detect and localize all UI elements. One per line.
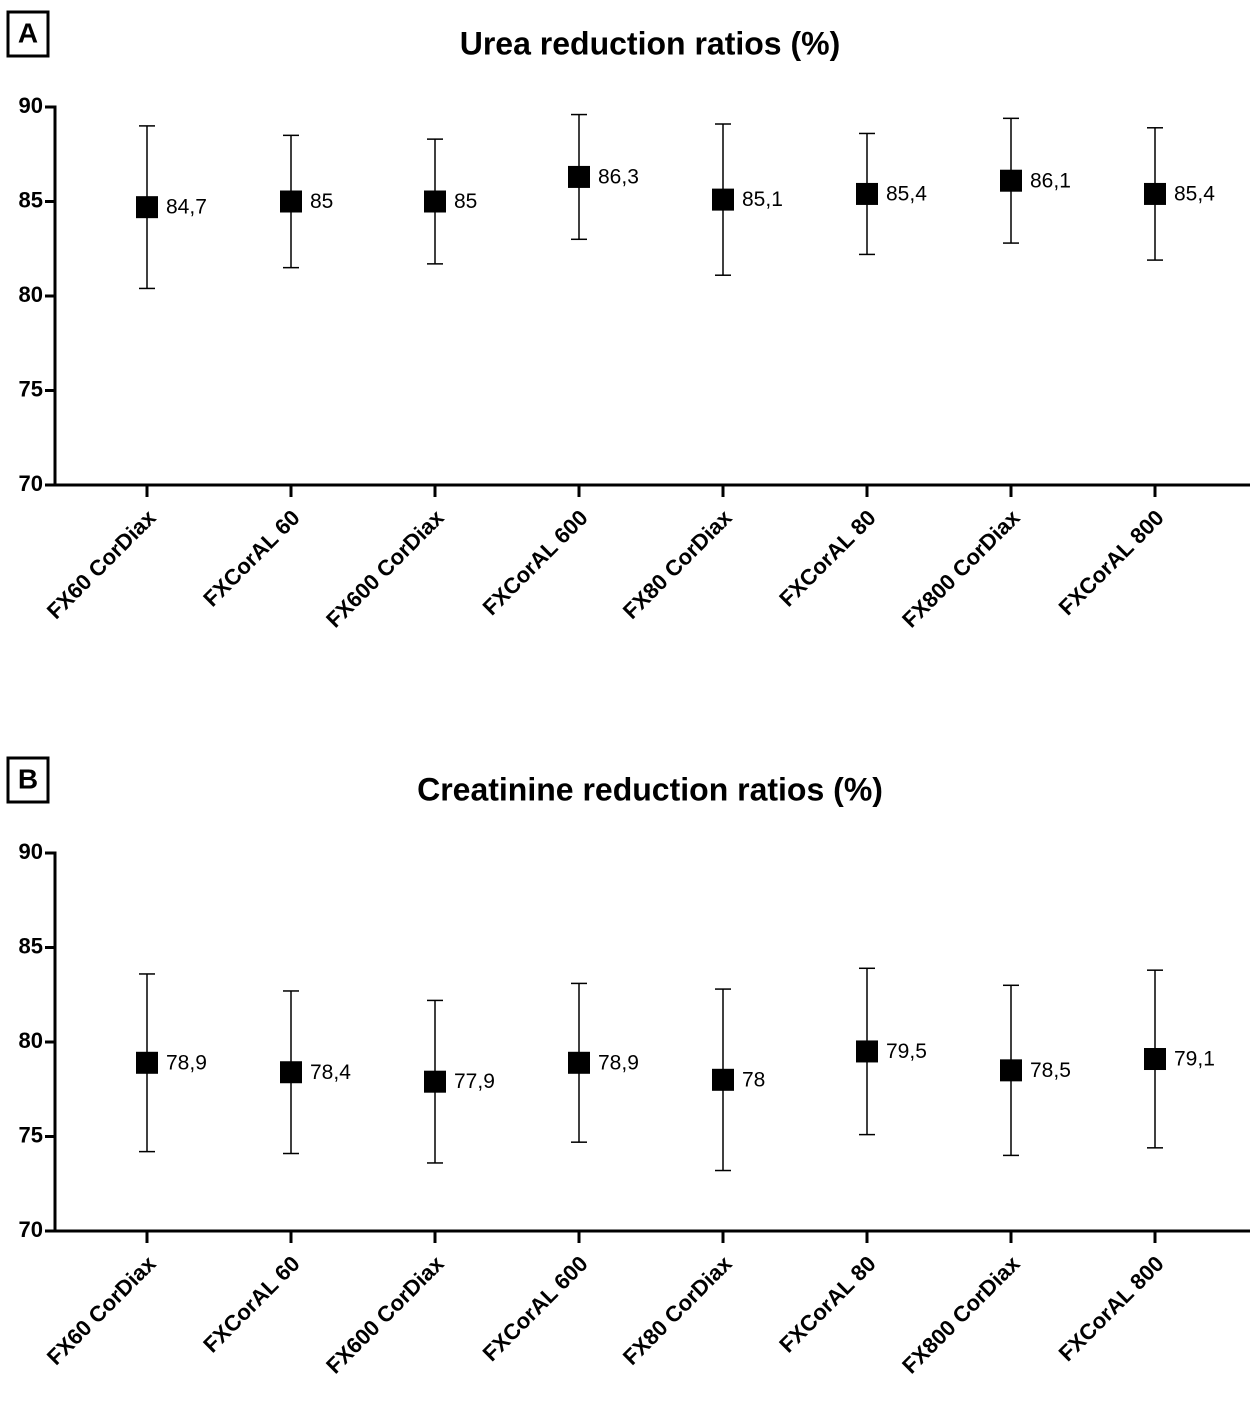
marker xyxy=(1000,169,1022,192)
y-tick-label: 70 xyxy=(19,471,43,496)
marker xyxy=(856,182,878,205)
x-tick-label: FXCorAL 600 xyxy=(478,1251,593,1366)
value-label: 78,9 xyxy=(166,1051,207,1074)
x-tick-label: FXCorAL 60 xyxy=(198,505,304,611)
x-tick-label: FX80 CorDiax xyxy=(618,1250,737,1369)
y-tick-label: 85 xyxy=(19,187,43,212)
value-label: 85 xyxy=(454,190,477,213)
value-label: 78 xyxy=(742,1068,765,1091)
panel-label: A xyxy=(18,17,38,48)
y-tick-label: 75 xyxy=(19,376,43,401)
y-tick-label: 90 xyxy=(19,93,43,118)
y-tick-label: 80 xyxy=(19,282,43,307)
x-tick-label: FXCorAL 800 xyxy=(1054,505,1169,620)
y-tick-label: 80 xyxy=(19,1028,43,1053)
x-tick-label: FXCorAL 800 xyxy=(1054,1251,1169,1366)
x-tick-label: FX60 CorDiax xyxy=(42,504,161,623)
value-label: 78,5 xyxy=(1030,1059,1071,1082)
marker xyxy=(712,1068,734,1091)
value-label: 85,4 xyxy=(886,182,927,205)
marker xyxy=(1144,182,1166,205)
x-tick-label: FXCorAL 80 xyxy=(774,1251,880,1357)
chart-title: Urea reduction ratios (%) xyxy=(460,25,841,61)
panel-label-box xyxy=(6,10,50,58)
marker xyxy=(280,190,302,213)
marker xyxy=(856,1040,878,1063)
x-tick-label: FXCorAL 80 xyxy=(774,505,880,611)
value-label: 85,4 xyxy=(1174,182,1215,205)
value-label: 79,1 xyxy=(1174,1048,1215,1071)
y-tick-label: 70 xyxy=(19,1217,43,1242)
value-label: 78,9 xyxy=(598,1051,639,1074)
value-label: 85 xyxy=(310,190,333,213)
y-tick-label: 90 xyxy=(19,839,43,864)
marker xyxy=(424,1070,446,1093)
marker xyxy=(1000,1059,1022,1082)
x-tick-label: FX600 CorDiax xyxy=(321,504,449,632)
x-tick-label: FXCorAL 600 xyxy=(478,505,593,620)
x-tick-label: FX80 CorDiax xyxy=(618,504,737,623)
marker xyxy=(568,165,590,188)
marker xyxy=(136,1051,158,1074)
y-tick-label: 75 xyxy=(19,1122,43,1147)
value-label: 84,7 xyxy=(166,196,207,219)
x-tick-label: FXCorAL 60 xyxy=(198,1251,304,1357)
panel-label: B xyxy=(18,763,38,794)
marker xyxy=(136,196,158,219)
x-tick-label: FX800 CorDiax xyxy=(897,504,1025,632)
marker xyxy=(424,190,446,213)
value-label: 86,1 xyxy=(1030,169,1071,192)
y-tick-label: 85 xyxy=(19,933,43,958)
x-tick-label: FX600 CorDiax xyxy=(321,1250,449,1378)
x-tick-label: FX60 CorDiax xyxy=(42,1250,161,1369)
marker xyxy=(1144,1048,1166,1071)
marker xyxy=(568,1051,590,1074)
marker xyxy=(280,1061,302,1084)
value-label: 79,5 xyxy=(886,1040,927,1063)
value-label: 77,9 xyxy=(454,1070,495,1093)
chart-title: Creatinine reduction ratios (%) xyxy=(417,771,883,807)
value-label: 86,3 xyxy=(598,165,639,188)
marker xyxy=(712,188,734,211)
panel-label-box xyxy=(6,756,50,804)
value-label: 85,1 xyxy=(742,188,783,211)
value-label: 78,4 xyxy=(310,1061,351,1084)
x-tick-label: FX800 CorDiax xyxy=(897,1250,1025,1378)
